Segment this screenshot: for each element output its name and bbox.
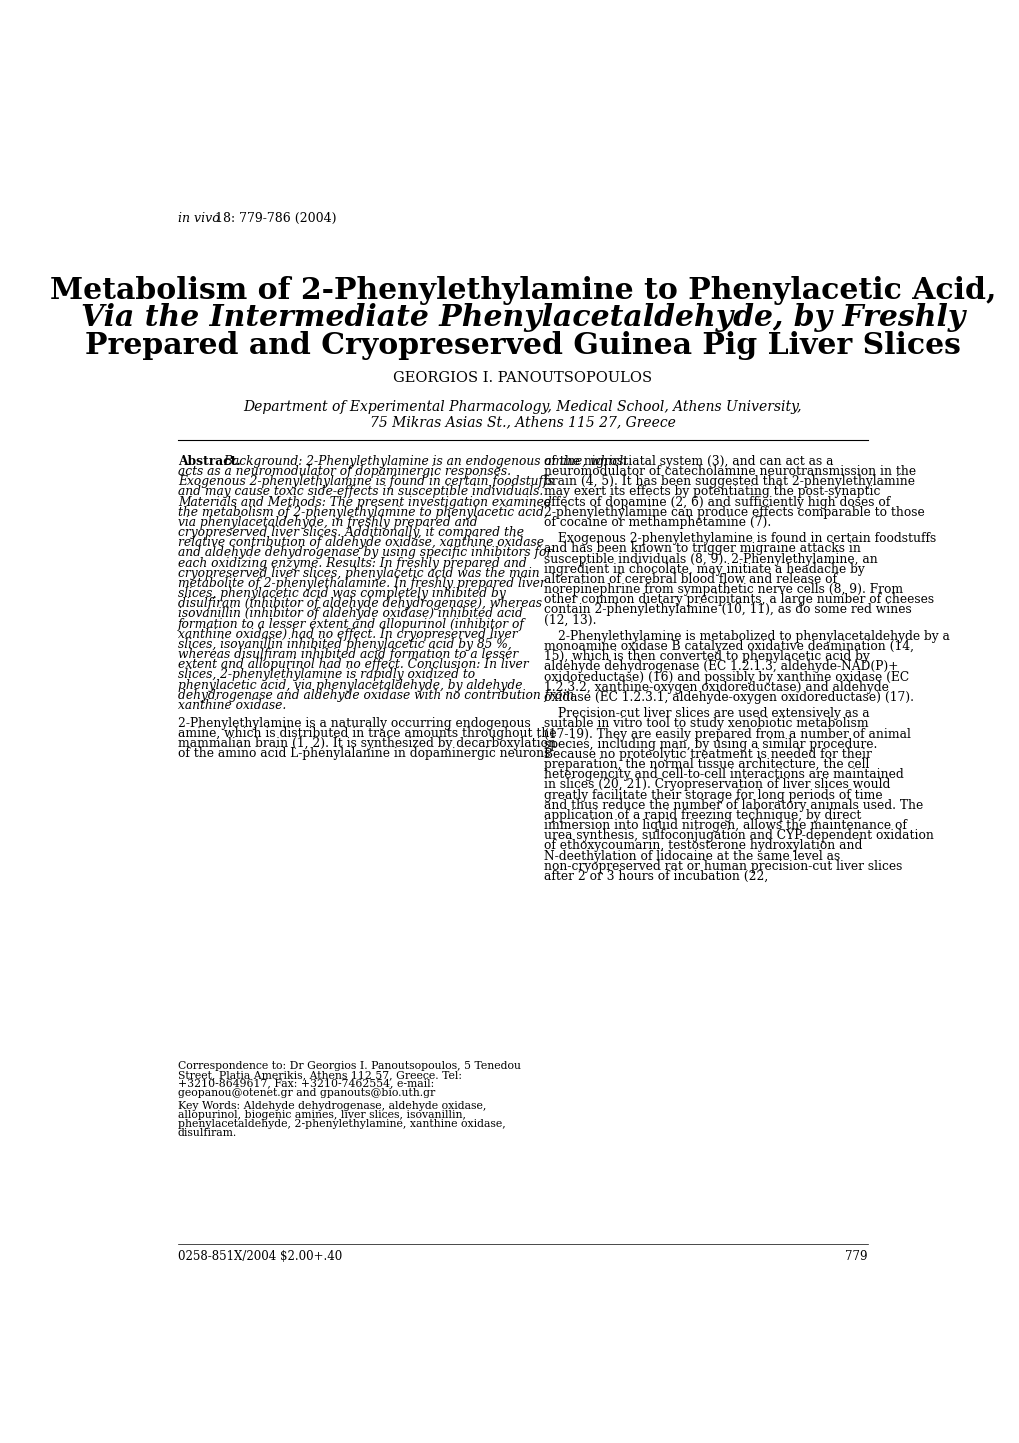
Text: isovanillin (inhibitor of aldehyde oxidase) inhibited acid: isovanillin (inhibitor of aldehyde oxida… bbox=[177, 608, 523, 620]
Text: 2-phenylethylamine can produce effects comparable to those: 2-phenylethylamine can produce effects c… bbox=[544, 506, 924, 519]
Text: may exert its effects by potentiating the post-synaptic: may exert its effects by potentiating th… bbox=[544, 485, 880, 498]
Text: 779: 779 bbox=[845, 1251, 867, 1264]
Text: relative contribution of aldehyde oxidase, xanthine oxidase: relative contribution of aldehyde oxidas… bbox=[177, 537, 543, 550]
Text: phenylacetic acid, via phenylacetaldehyde, by aldehyde: phenylacetic acid, via phenylacetaldehyd… bbox=[177, 678, 522, 691]
Text: monoamine oxidase B catalyzed oxidative deamination (14,: monoamine oxidase B catalyzed oxidative … bbox=[544, 641, 914, 654]
Text: of the amino acid L-phenylalanine in dopaminergic neurons: of the amino acid L-phenylalanine in dop… bbox=[177, 747, 549, 760]
Text: ingredient in chocolate, may initiate a headache by: ingredient in chocolate, may initiate a … bbox=[544, 563, 864, 576]
Text: each oxidizing enzyme. Results: In freshly prepared and: each oxidizing enzyme. Results: In fresh… bbox=[177, 557, 526, 570]
Text: suitable in vitro tool to study xenobiotic metabolism: suitable in vitro tool to study xenobiot… bbox=[544, 717, 868, 730]
Text: neuromodulator of catecholamine neurotransmission in the: neuromodulator of catecholamine neurotra… bbox=[544, 465, 916, 478]
Text: Prepared and Cryopreserved Guinea Pig Liver Slices: Prepared and Cryopreserved Guinea Pig Li… bbox=[85, 330, 960, 359]
Text: greatly facilitate their storage for long periods of time: greatly facilitate their storage for lon… bbox=[544, 788, 882, 801]
Text: 75 Mikras Asias St., Athens 115 27, Greece: 75 Mikras Asias St., Athens 115 27, Gree… bbox=[370, 416, 675, 429]
Text: oxidoreductase) (16) and possibly by xanthine oxidase (EC: oxidoreductase) (16) and possibly by xan… bbox=[544, 671, 909, 684]
Text: xanthine oxidase) had no effect. In cryopreserved liver: xanthine oxidase) had no effect. In cryo… bbox=[177, 628, 517, 641]
Text: susceptible individuals (8, 9). 2-Phenylethylamine, an: susceptible individuals (8, 9). 2-Phenyl… bbox=[544, 553, 877, 566]
Text: Precision-cut liver slices are used extensively as a: Precision-cut liver slices are used exte… bbox=[557, 707, 869, 720]
Text: of ethoxycoumarin, testosterone hydroxylation and: of ethoxycoumarin, testosterone hydroxyl… bbox=[544, 840, 862, 853]
Text: contain 2-phenylethylamine (10, 11), as do some red wines: contain 2-phenylethylamine (10, 11), as … bbox=[544, 603, 911, 616]
Text: Abstract.: Abstract. bbox=[177, 455, 240, 468]
Text: the metabolism of 2-phenylethylamine to phenylacetic acid,: the metabolism of 2-phenylethylamine to … bbox=[177, 506, 547, 519]
Text: slices, phenylacetic acid was completely inhibited by: slices, phenylacetic acid was completely… bbox=[177, 587, 505, 600]
Text: of cocaine or methamphetamine (7).: of cocaine or methamphetamine (7). bbox=[544, 517, 771, 530]
Text: 2-Phenylethylamine is metabolized to phenylacetaldehyde by a: 2-Phenylethylamine is metabolized to phe… bbox=[557, 631, 950, 644]
Text: 1.2.3.2, xanthine-oxygen oxidoreductase) and aldehyde: 1.2.3.2, xanthine-oxygen oxidoreductase)… bbox=[544, 681, 889, 694]
Text: whereas disulfiram inhibited acid formation to a lesser: whereas disulfiram inhibited acid format… bbox=[177, 648, 518, 661]
Text: cryopreserved liver slices. Additionally, it compared the: cryopreserved liver slices. Additionally… bbox=[177, 527, 524, 540]
Text: urea synthesis, sulfoconjugation and CYP-dependent oxidation: urea synthesis, sulfoconjugation and CYP… bbox=[544, 830, 933, 843]
Text: Via the Intermediate Phenylacetaldehyde, by Freshly: Via the Intermediate Phenylacetaldehyde,… bbox=[81, 303, 964, 332]
Text: N-deethylation of lidocaine at the same level as: N-deethylation of lidocaine at the same … bbox=[544, 850, 840, 863]
Text: 15), which is then converted to phenylacetic acid by: 15), which is then converted to phenylac… bbox=[544, 651, 869, 664]
Text: Metabolism of 2-Phenylethylamine to Phenylacetic Acid,: Metabolism of 2-Phenylethylamine to Phen… bbox=[50, 276, 995, 304]
Text: species, including man, by using a similar procedure.: species, including man, by using a simil… bbox=[544, 737, 877, 750]
Text: and has been known to trigger migraine attacks in: and has been known to trigger migraine a… bbox=[544, 543, 860, 556]
Text: mammalian brain (1, 2). It is synthesized by decarboxylation: mammalian brain (1, 2). It is synthesize… bbox=[177, 737, 555, 750]
Text: +3210-8649617, Fax: +3210-7462554, e-mail:: +3210-8649617, Fax: +3210-7462554, e-mai… bbox=[177, 1079, 434, 1088]
Text: norepinephrine from sympathetic nerve cells (8, 9). From: norepinephrine from sympathetic nerve ce… bbox=[544, 583, 903, 596]
Text: preparation, the normal tissue architecture, the cell: preparation, the normal tissue architect… bbox=[544, 758, 869, 771]
Text: Key Words: Aldehyde dehydrogenase, aldehyde oxidase,: Key Words: Aldehyde dehydrogenase, aldeh… bbox=[177, 1101, 486, 1111]
Text: brain (4, 5). It has been suggested that 2-phenylethylamine: brain (4, 5). It has been suggested that… bbox=[544, 475, 915, 488]
Text: aldehyde dehydrogenase (EC 1.2.1.3, aldehyde-NAD(P)+: aldehyde dehydrogenase (EC 1.2.1.3, alde… bbox=[544, 661, 898, 674]
Text: acts as a neuromodulator of dopaminergic responses.: acts as a neuromodulator of dopaminergic… bbox=[177, 465, 511, 478]
Text: non-cryopreserved rat or human precision-cut liver slices: non-cryopreserved rat or human precision… bbox=[544, 860, 902, 873]
Text: and thus reduce the number of laboratory animals used. The: and thus reduce the number of laboratory… bbox=[544, 799, 923, 812]
Text: alteration of cerebral blood flow and release of: alteration of cerebral blood flow and re… bbox=[544, 573, 837, 586]
Text: Materials and Methods: The present investigation examined: Materials and Methods: The present inves… bbox=[177, 495, 551, 508]
Text: allopurinol, biogenic amines, liver slices, isovanillin,: allopurinol, biogenic amines, liver slic… bbox=[177, 1110, 466, 1120]
Text: (12, 13).: (12, 13). bbox=[544, 613, 596, 626]
Text: application of a rapid freezing technique, by direct: application of a rapid freezing techniqu… bbox=[544, 810, 861, 823]
Text: Because no proteolytic treatment is needed for their: Because no proteolytic treatment is need… bbox=[544, 747, 871, 760]
Text: and aldehyde dehydrogenase by using specific inhibitors for: and aldehyde dehydrogenase by using spec… bbox=[177, 547, 551, 560]
Text: other common dietary precipitants, a large number of cheeses: other common dietary precipitants, a lar… bbox=[544, 593, 933, 606]
Text: heterogencity and cell-to-cell interactions are maintained: heterogencity and cell-to-cell interacti… bbox=[544, 768, 903, 781]
Text: 18: 779-786 (2004): 18: 779-786 (2004) bbox=[211, 212, 336, 225]
Text: slices, 2-phenylethylamine is rapidly oxidized to: slices, 2-phenylethylamine is rapidly ox… bbox=[177, 668, 475, 681]
Text: effects of dopamine (2, 6) and sufficiently high doses of: effects of dopamine (2, 6) and sufficien… bbox=[544, 495, 890, 508]
Text: slices, isovanillin inhibited phenylacetic acid by 85 %,: slices, isovanillin inhibited phenylacet… bbox=[177, 638, 512, 651]
Text: Background: 2-Phenylethylamine is an endogenous amine, which: Background: 2-Phenylethylamine is an end… bbox=[222, 455, 627, 468]
Text: oxidase (EC 1.2.3.1, aldehyde-oxygen oxidoreductase) (17).: oxidase (EC 1.2.3.1, aldehyde-oxygen oxi… bbox=[544, 691, 914, 704]
Text: disulfiram (inhibitor of aldehyde dehydrogenase), whereas: disulfiram (inhibitor of aldehyde dehydr… bbox=[177, 597, 541, 610]
Text: in vivo: in vivo bbox=[177, 212, 219, 225]
Text: and may cause toxic side-effects in susceptible individuals.: and may cause toxic side-effects in susc… bbox=[177, 485, 542, 498]
Text: Exogenous 2-phenylethylamine is found in certain foodstuffs: Exogenous 2-phenylethylamine is found in… bbox=[177, 475, 553, 488]
Text: via phenylacetaldehyde, in freshly prepared and: via phenylacetaldehyde, in freshly prepa… bbox=[177, 517, 477, 530]
Text: of the nigrostiatal system (3), and can act as a: of the nigrostiatal system (3), and can … bbox=[544, 455, 834, 468]
Text: immersion into liquid nitrogen, allows the maintenance of: immersion into liquid nitrogen, allows t… bbox=[544, 820, 907, 833]
Text: geopanou@otenet.gr and gpanouts@bio.uth.gr: geopanou@otenet.gr and gpanouts@bio.uth.… bbox=[177, 1088, 435, 1098]
Text: formation to a lesser extent and allopurinol (inhibitor of: formation to a lesser extent and allopur… bbox=[177, 618, 524, 631]
Text: Correspondence to: Dr Georgios I. Panoutsopoulos, 5 Tenedou: Correspondence to: Dr Georgios I. Panout… bbox=[177, 1061, 521, 1071]
Text: cryopreserved liver slices, phenylacetic acid was the main: cryopreserved liver slices, phenylacetic… bbox=[177, 567, 539, 580]
Text: (17-19). They are easily prepared from a number of animal: (17-19). They are easily prepared from a… bbox=[544, 727, 910, 740]
Text: disulfiram.: disulfiram. bbox=[177, 1127, 236, 1137]
Text: extent and allopurinol had no effect. Conclusion: In liver: extent and allopurinol had no effect. Co… bbox=[177, 658, 528, 671]
Text: after 2 or 3 hours of incubation (22,: after 2 or 3 hours of incubation (22, bbox=[544, 870, 768, 883]
Text: 0258-851X/2004 $2.00+.40: 0258-851X/2004 $2.00+.40 bbox=[177, 1251, 341, 1264]
Text: Street, Platia Amerikis, Athens 112 57, Greece. Tel:: Street, Platia Amerikis, Athens 112 57, … bbox=[177, 1069, 462, 1079]
Text: Exogenous 2-phenylethylamine is found in certain foodstuffs: Exogenous 2-phenylethylamine is found in… bbox=[557, 532, 935, 545]
Text: amine, which is distributed in trace amounts throughout the: amine, which is distributed in trace amo… bbox=[177, 727, 556, 740]
Text: xanthine oxidase.: xanthine oxidase. bbox=[177, 698, 286, 711]
Text: Department of Experimental Pharmacology, Medical School, Athens University,: Department of Experimental Pharmacology,… bbox=[244, 400, 801, 414]
Text: in slices (20, 21). Cryopreservation of liver slices would: in slices (20, 21). Cryopreservation of … bbox=[544, 778, 890, 791]
Text: metabolite of 2-phenylethalamine. In freshly prepared liver: metabolite of 2-phenylethalamine. In fre… bbox=[177, 577, 545, 590]
Text: phenylacetaldehyde, 2-phenylethylamine, xanthine oxidase,: phenylacetaldehyde, 2-phenylethylamine, … bbox=[177, 1118, 505, 1128]
Text: dehydrogenase and aldehyde oxidase with no contribution from: dehydrogenase and aldehyde oxidase with … bbox=[177, 688, 574, 701]
Text: GEORGIOS I. PANOUTSOPOULOS: GEORGIOS I. PANOUTSOPOULOS bbox=[392, 371, 652, 385]
Text: 2-Phenylethylamine is a naturally occurring endogenous: 2-Phenylethylamine is a naturally occurr… bbox=[177, 717, 530, 730]
